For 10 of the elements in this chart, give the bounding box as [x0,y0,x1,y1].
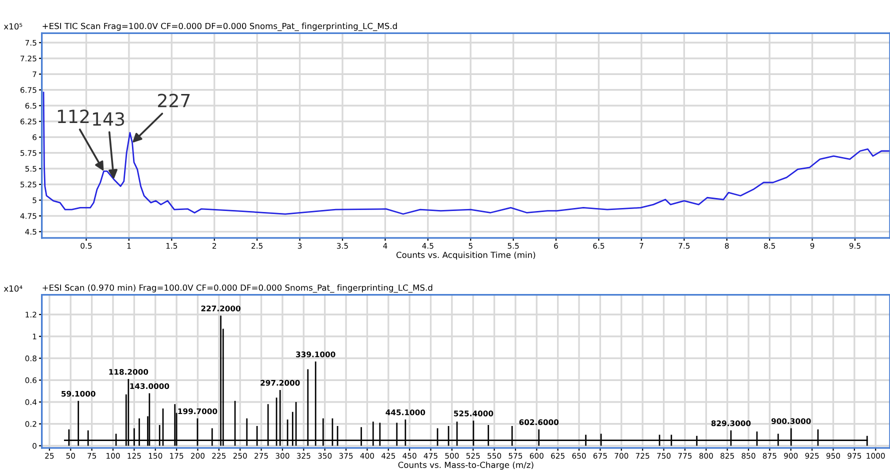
annotation: 112 [58,110,89,123]
chart-title: +ESI TIC Scan Frag=100.0V CF=0.000 DF=0.000 Snoms_Pat_ fingerprinting_LC_MS.d [42,22,397,31]
x-axis-title: Counts vs. Acquisition Time (min) [396,252,536,260]
annotation: 227 [158,94,190,108]
x-axis-title: Counts vs. Mass-to-Charge (m/z) [398,462,534,470]
chart-title: +ESI Scan (0.970 min) Frag=100.0V CF=0.000 DF=0.000 Snoms_Pat_ fingerprinting_LC_MS.d [42,284,432,293]
annotation: 143 [93,112,124,126]
line-series [42,92,890,215]
y-axis-title: x10⁴ [4,285,22,292]
y-axis-title: x10⁵ [4,23,22,30]
